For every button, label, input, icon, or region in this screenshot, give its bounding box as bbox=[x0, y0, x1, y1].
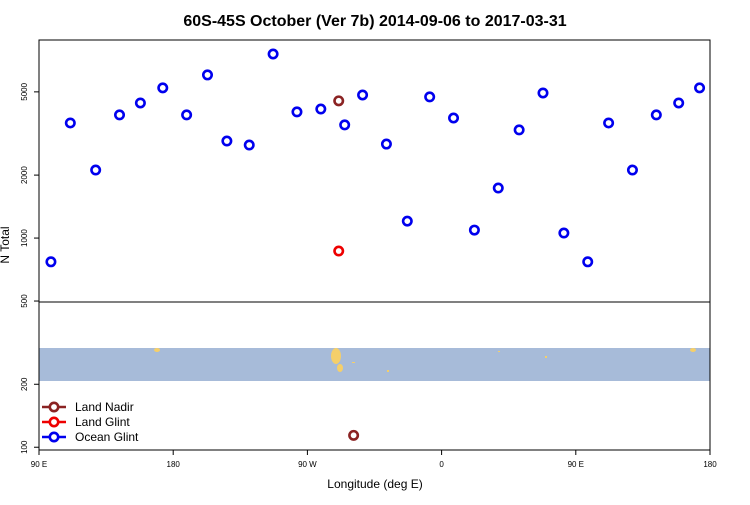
point bbox=[333, 95, 345, 107]
y-tick-label: 5000 bbox=[20, 82, 29, 100]
point bbox=[64, 117, 76, 129]
point bbox=[513, 124, 525, 136]
point bbox=[626, 164, 638, 176]
point bbox=[348, 429, 360, 441]
point bbox=[333, 245, 345, 257]
point bbox=[45, 256, 57, 268]
point bbox=[401, 215, 413, 227]
point bbox=[673, 97, 685, 109]
point bbox=[694, 82, 706, 94]
x-tick-label: 90 E bbox=[31, 460, 47, 469]
point bbox=[558, 227, 570, 239]
x-tick-label: 180 bbox=[703, 460, 717, 469]
point bbox=[221, 135, 233, 147]
x-axis-label: Longitude (deg E) bbox=[327, 477, 422, 491]
point bbox=[380, 138, 392, 150]
y-tick-label: 100 bbox=[20, 440, 29, 454]
point bbox=[582, 256, 594, 268]
point bbox=[424, 91, 436, 103]
point bbox=[537, 87, 549, 99]
point bbox=[243, 139, 255, 151]
point bbox=[157, 82, 169, 94]
plot-frame bbox=[38, 39, 711, 451]
point bbox=[492, 182, 504, 194]
point bbox=[339, 119, 351, 131]
legend-label: Ocean Glint bbox=[75, 430, 139, 444]
map-strip bbox=[39, 348, 710, 381]
point bbox=[90, 164, 102, 176]
point bbox=[291, 106, 303, 118]
point bbox=[468, 224, 480, 236]
point bbox=[357, 89, 369, 101]
x-tick-label: 90 E bbox=[568, 460, 584, 469]
legend-label: Land Nadir bbox=[75, 400, 134, 414]
legend-label: Land Glint bbox=[75, 415, 130, 429]
legend-marker bbox=[48, 416, 60, 428]
y-tick-label: 200 bbox=[20, 377, 29, 391]
x-tick-label: 90 W bbox=[298, 460, 317, 469]
point bbox=[181, 109, 193, 121]
point bbox=[448, 112, 460, 124]
point bbox=[603, 117, 615, 129]
legend-marker bbox=[48, 431, 60, 443]
y-axis-label: N Total bbox=[0, 226, 12, 263]
point bbox=[315, 103, 327, 115]
point bbox=[134, 97, 146, 109]
point bbox=[267, 48, 279, 60]
x-tick-label: 180 bbox=[167, 460, 181, 469]
point bbox=[201, 69, 213, 81]
legend-marker bbox=[48, 401, 60, 413]
y-tick-label: 1000 bbox=[20, 229, 29, 247]
chart-title: 60S-45S October (Ver 7b) 2014-09-06 to 2… bbox=[183, 13, 566, 30]
y-tick-label: 2000 bbox=[20, 166, 29, 184]
point bbox=[650, 109, 662, 121]
y-tick-label: 500 bbox=[20, 294, 29, 308]
land-patches bbox=[154, 348, 696, 372]
x-tick-label: 0 bbox=[439, 460, 444, 469]
point bbox=[114, 109, 126, 121]
